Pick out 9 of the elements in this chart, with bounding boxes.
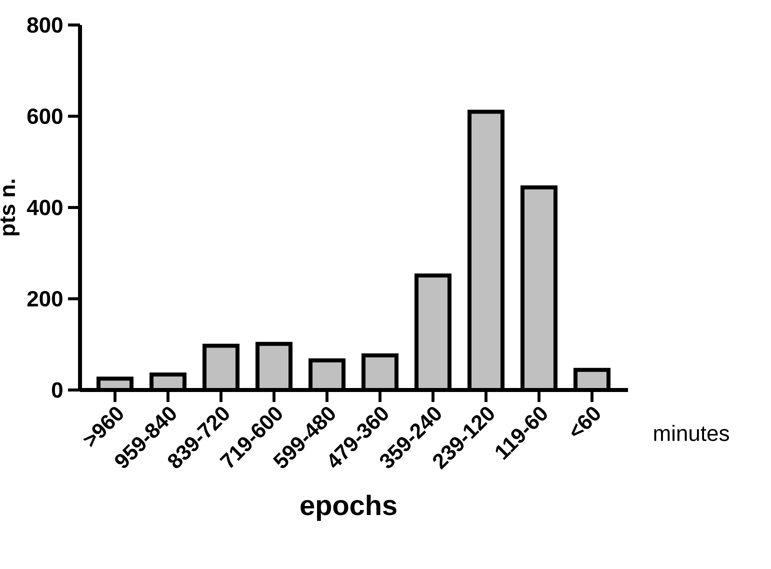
- y-tick-label: 200: [27, 290, 62, 307]
- y-axis-title: pts n.: [0, 180, 20, 236]
- text: minutes: [654, 424, 729, 442]
- y-tick-label: 600: [27, 108, 62, 124]
- y-tick-label: 0: [52, 382, 62, 398]
- y-tick-label: 800: [27, 17, 62, 33]
- x-tick-label: <60: [571, 406, 600, 436]
- y-tick-label: 400: [26, 200, 62, 216]
- x-axis-title: epochs: [300, 494, 396, 521]
